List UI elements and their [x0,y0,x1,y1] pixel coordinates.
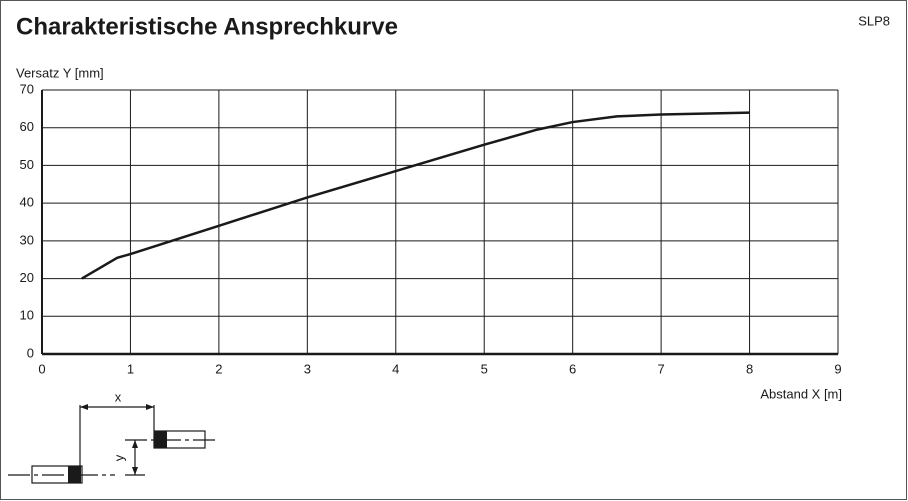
y-tick-label: 30 [20,232,34,247]
diagram-y-label: y [111,454,126,461]
x-tick-label: 4 [392,361,399,376]
y-tick-label: 50 [20,157,34,172]
x-tick-label: 9 [834,361,841,376]
y-axis-label: Versatz Y [mm] [16,65,104,80]
x-axis-label: Abstand X [m] [760,386,842,401]
y-tick-label: 70 [20,81,34,96]
x-tick-label: 8 [746,361,753,376]
chart-subtitle: SLP8 [858,13,890,28]
x-tick-label: 1 [127,361,134,376]
y-tick-label: 0 [27,345,34,360]
y-tick-label: 10 [20,308,34,323]
sensor-diagram [8,404,218,484]
y-tick-label: 20 [20,270,34,285]
x-tick-label: 7 [657,361,664,376]
chart-title: Charakteristische Ansprechkurve [16,13,398,40]
line [81,111,750,280]
x-tick-label: 2 [215,361,222,376]
y-tick-label: 60 [20,119,34,134]
y-tick-label: 40 [20,195,34,210]
x-tick-label: 5 [481,361,488,376]
x-tick-label: 6 [569,361,576,376]
diagram-x-label: x [115,389,122,404]
x-tick-label: 3 [304,361,311,376]
x-tick-label: 0 [38,361,45,376]
